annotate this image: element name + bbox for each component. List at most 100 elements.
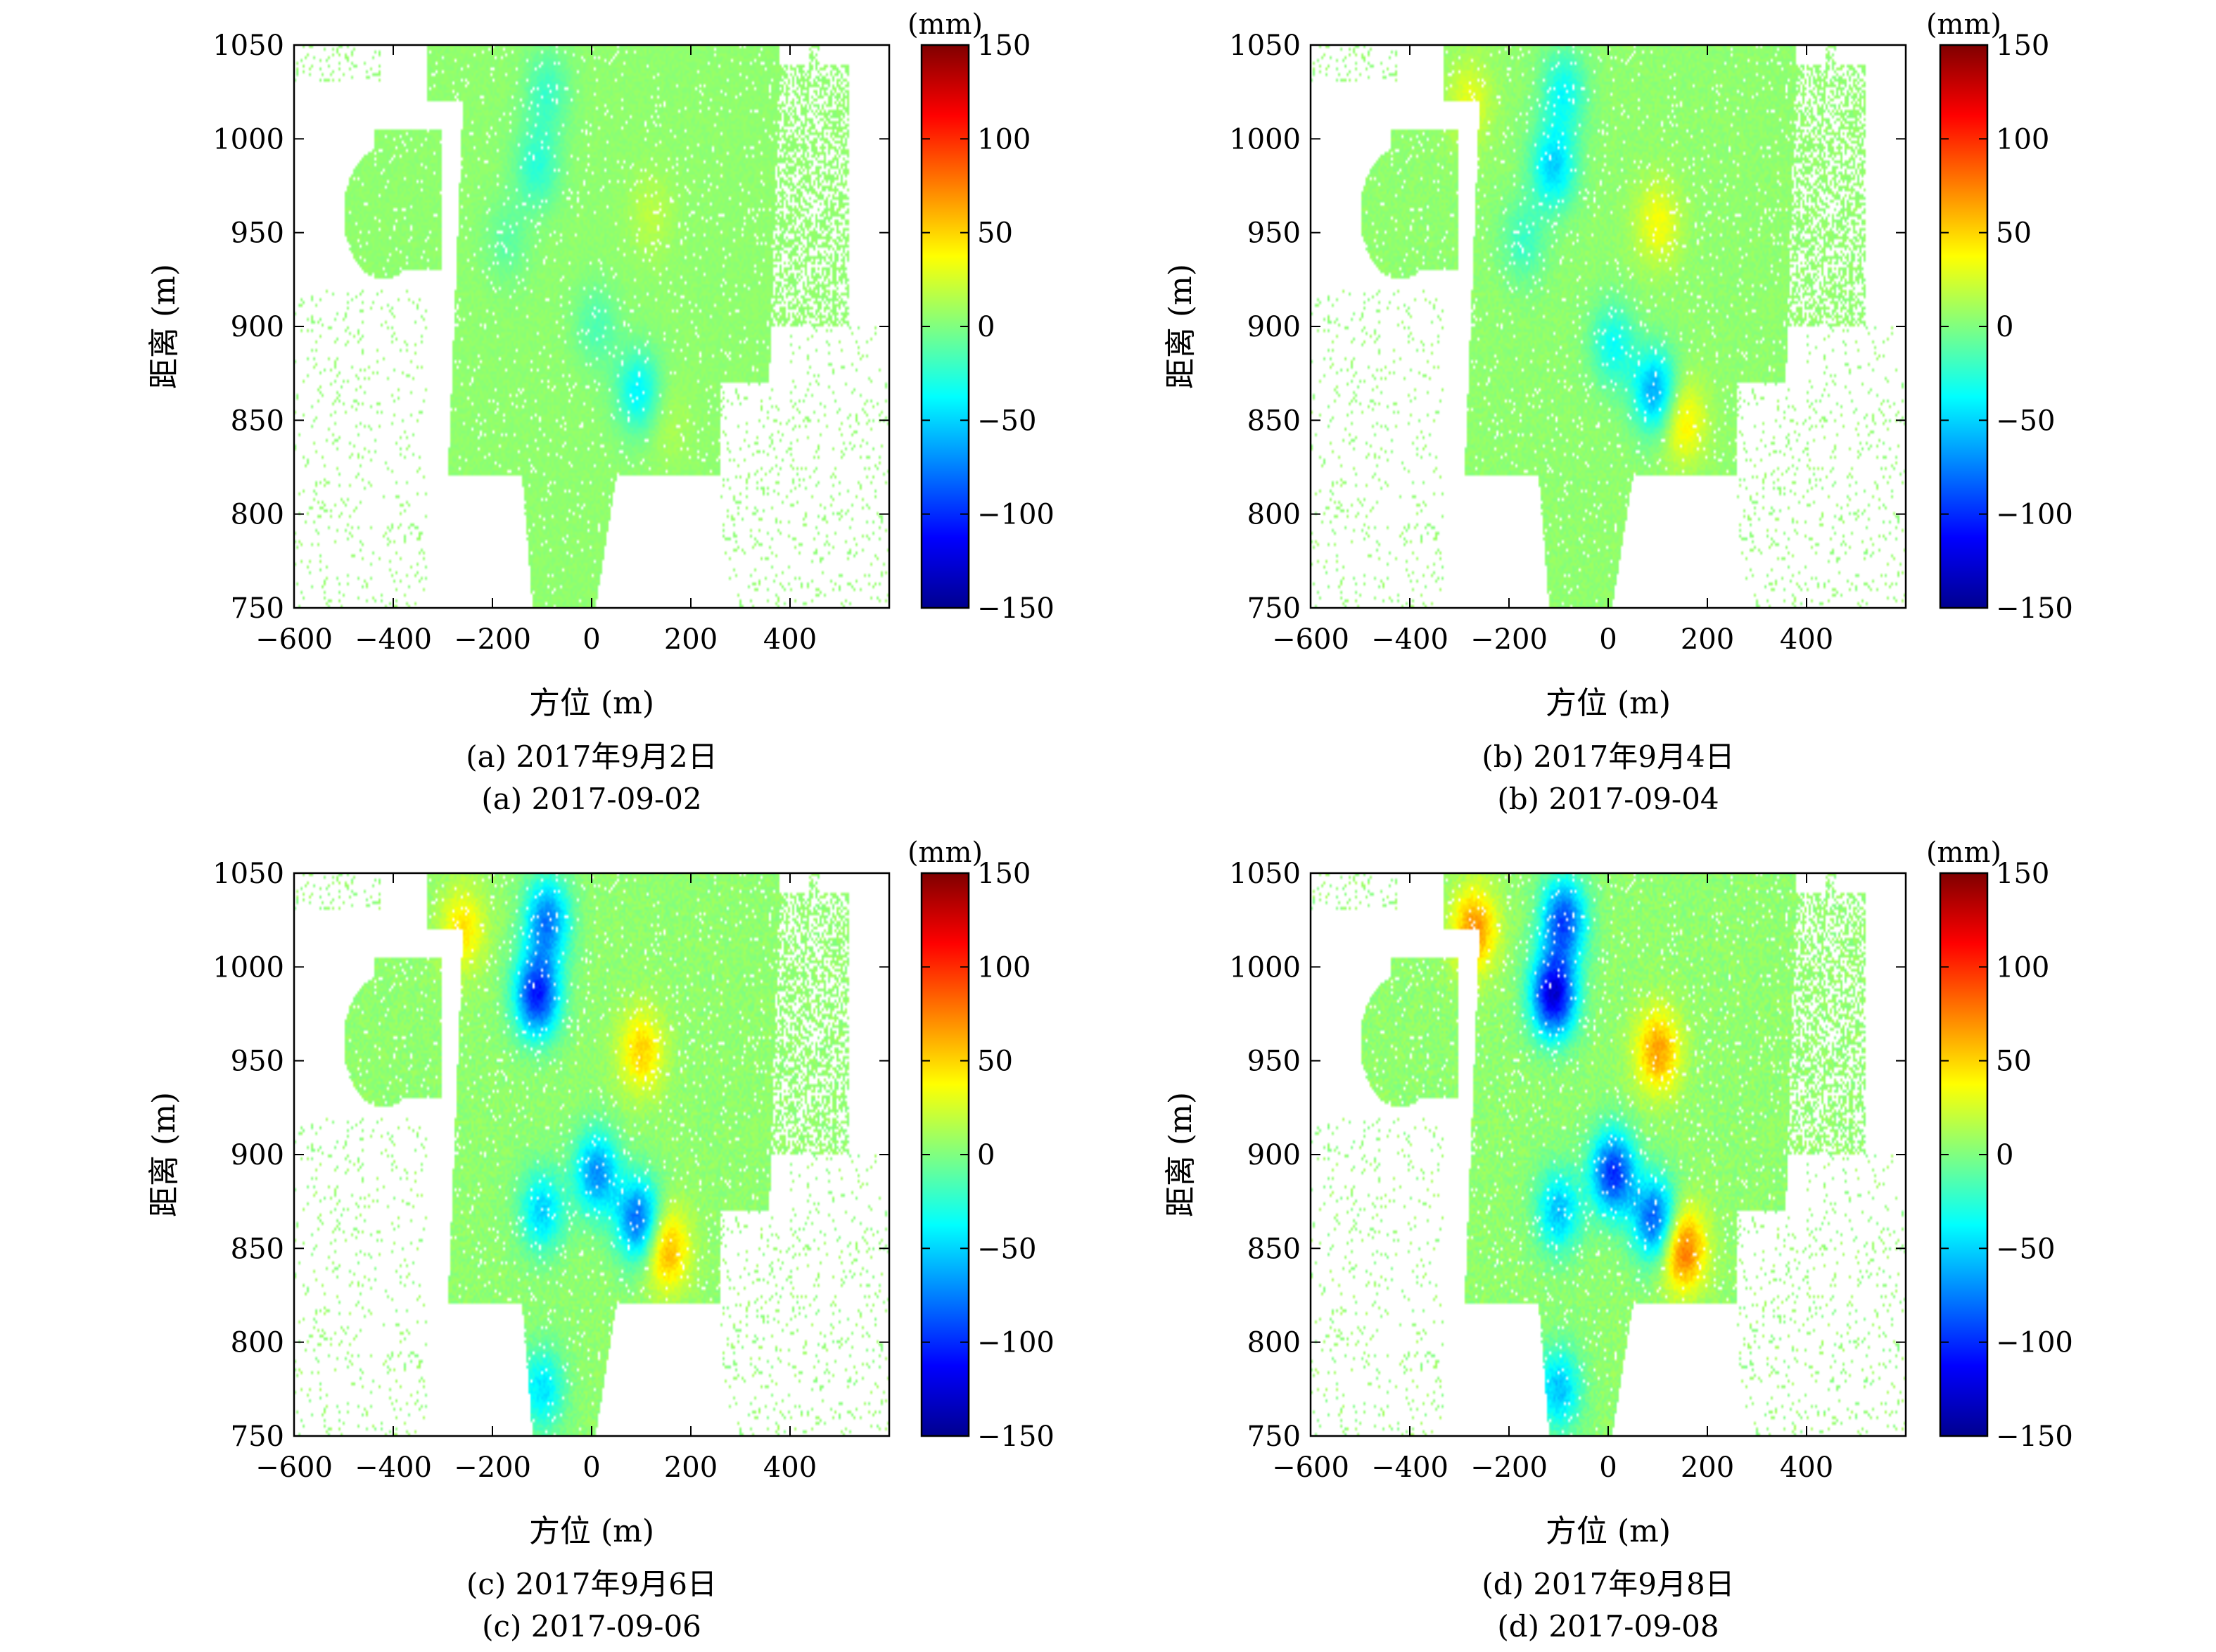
panels: −600 −400 −200 0 200 400750800850900950100010… <box>146 8 2073 1644</box>
colorbar-tick-label: 150 <box>977 30 1031 62</box>
x-axis-label: 方位 (m) <box>529 685 654 721</box>
y-tick-label: 1050 <box>1229 30 1301 62</box>
y-tick-label: 800 <box>1247 1327 1301 1359</box>
y-tick-label: 1000 <box>212 951 284 984</box>
colorbar-tick-label: 50 <box>1996 217 2032 250</box>
y-tick-label: 800 <box>231 1327 284 1359</box>
y-tick-label: 1000 <box>1229 123 1301 155</box>
heatmap-field <box>294 873 889 1436</box>
x-tick-label: 400 <box>763 1451 817 1484</box>
caption-en: (a) 2017-09-02 <box>481 782 701 816</box>
y-tick-label: 900 <box>1247 1139 1301 1171</box>
y-tick-label: 1000 <box>1229 951 1301 984</box>
y-tick-label: 850 <box>231 405 284 437</box>
panel-b: −600 −400 −200 0 200 400 750 800 850 900 950 1000 10… <box>1163 8 2073 816</box>
x-tick-label: 0 <box>1599 1451 1617 1484</box>
y-tick-label: 1050 <box>1229 858 1301 890</box>
x-tick-label: −200 <box>1470 623 1548 656</box>
colorbar-tick-label: 50 <box>977 217 1013 250</box>
caption-cn: (c) 2017年9月6日 <box>466 1567 717 1601</box>
y-axis-label: 距离 (m) <box>1163 264 1199 389</box>
x-tick-label: 400 <box>1780 623 1833 656</box>
heatmap-field <box>1311 873 1906 1436</box>
colorbar-tick-label: 0 <box>977 1139 995 1171</box>
colorbar-tick-label: 100 <box>977 123 1031 155</box>
y-axis-label: 距离 (m) <box>1163 1092 1199 1217</box>
colorbar-tick-label: 50 <box>1996 1046 2032 1078</box>
y-tick-label: 900 <box>231 1139 284 1171</box>
x-tick-label: 0 <box>582 1451 600 1484</box>
colorbar-unit-label: (mm) <box>908 8 983 41</box>
heatmap-field <box>1311 45 1906 608</box>
x-tick-label: −600 <box>1272 623 1349 656</box>
y-axis-label: 距离 (m) <box>146 264 182 389</box>
panel-c: −600 −400 −200 0 200 400750800850900950100010… <box>146 837 1055 1644</box>
colorbar-tick-label: −150 <box>977 1421 1055 1453</box>
colorbar-tick-label: 100 <box>1996 951 2049 984</box>
colorbar-tick-label: 100 <box>1996 123 2049 155</box>
colorbar-tick-label: −50 <box>977 1233 1036 1265</box>
colorbar-tick-label: 150 <box>1996 858 2049 890</box>
caption-en: (c) 2017-09-06 <box>482 1609 701 1644</box>
y-tick-label: 800 <box>1247 499 1301 531</box>
colorbar-tick-label: −100 <box>977 499 1055 531</box>
x-tick-label: −200 <box>1470 1451 1548 1484</box>
colorbar-unit-label: (mm) <box>1926 8 2001 41</box>
colorbar-tick-label: −50 <box>1996 1233 2055 1265</box>
y-tick-label: 1000 <box>212 123 284 155</box>
heatmap-field <box>294 45 889 608</box>
colorbar-tick-label: 150 <box>977 858 1031 890</box>
colorbar-tick-label: −150 <box>977 592 1055 625</box>
y-tick-label: 750 <box>231 592 284 625</box>
colorbar-tick-label: −50 <box>1996 405 2055 437</box>
x-tick-label: −400 <box>1371 623 1448 656</box>
colorbar-tick-label: −150 <box>1996 1421 2073 1453</box>
y-axis-label: 距离 (m) <box>146 1092 182 1217</box>
y-tick-label: 900 <box>1247 311 1301 343</box>
x-tick-label: 200 <box>664 623 718 656</box>
caption-cn: (a) 2017年9月2日 <box>466 739 718 774</box>
colorbar-tick-label: 0 <box>1996 311 2013 343</box>
y-tick-label: 1050 <box>212 30 284 62</box>
x-tick-label: −600 <box>1272 1451 1349 1484</box>
panel-d: −600 −400 −200 0 200 400750800850900950100010… <box>1163 837 2073 1644</box>
caption-cn: (b) 2017年9月4日 <box>1482 739 1734 774</box>
colorbar-unit-label: (mm) <box>1926 837 2001 869</box>
colorbar-tick-label: 0 <box>977 311 995 343</box>
x-tick-label: 400 <box>1780 1451 1833 1484</box>
colorbar-unit-label: (mm) <box>908 837 983 869</box>
y-tick-label: 900 <box>231 311 284 343</box>
y-tick-label: 750 <box>1247 1421 1301 1453</box>
colorbar-tick-label: 50 <box>977 1046 1013 1078</box>
x-axis-label: 方位 (m) <box>1546 1513 1671 1549</box>
x-tick-label: −200 <box>454 623 531 656</box>
colorbar-tick-label: −100 <box>1996 499 2073 531</box>
x-tick-label: −400 <box>1371 1451 1448 1484</box>
y-tick-label: 950 <box>1247 1046 1301 1078</box>
y-tick-label: 950 <box>231 1046 284 1078</box>
x-tick-label: −400 <box>355 1451 432 1484</box>
colorbar-tick-label: −100 <box>1996 1327 2073 1359</box>
y-tick-label: 750 <box>1247 592 1301 625</box>
y-tick-label: 800 <box>231 499 284 531</box>
x-tick-label: 400 <box>763 623 817 656</box>
colorbar-tick-label: −150 <box>1996 592 2073 625</box>
x-axis-label: 方位 (m) <box>1546 685 1671 721</box>
y-tick-label: 850 <box>1247 1233 1301 1265</box>
caption-cn: (d) 2017年9月8日 <box>1482 1567 1734 1601</box>
y-tick-label: 1050 <box>212 858 284 890</box>
colorbar-tick-label: −50 <box>977 405 1036 437</box>
x-tick-label: 200 <box>664 1451 718 1484</box>
colorbar-tick-label: −100 <box>977 1327 1055 1359</box>
x-tick-label: −200 <box>454 1451 531 1484</box>
colorbar-tick-label: 150 <box>1996 30 2049 62</box>
y-tick-label: 950 <box>231 217 284 250</box>
y-tick-label: 850 <box>1247 405 1301 437</box>
x-tick-label: 200 <box>1681 623 1734 656</box>
y-tick-label: 950 <box>1247 217 1301 250</box>
y-tick-label: 850 <box>231 1233 284 1265</box>
caption-en: (b) 2017-09-04 <box>1497 782 1719 816</box>
colorbar-tick-label: 100 <box>977 951 1031 984</box>
x-tick-label: −600 <box>255 623 333 656</box>
